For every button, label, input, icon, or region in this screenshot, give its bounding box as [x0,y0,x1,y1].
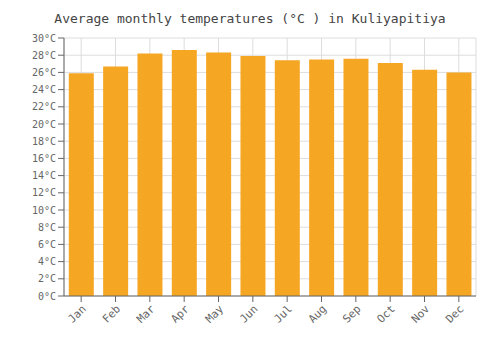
svg-text:18°C: 18°C [32,136,56,147]
svg-text:Nov: Nov [409,302,433,326]
svg-text:Oct: Oct [375,302,398,325]
svg-text:10°C: 10°C [32,205,56,216]
svg-text:28°C: 28°C [32,50,56,61]
svg-text:May: May [203,302,227,326]
svg-text:8°C: 8°C [38,222,56,233]
svg-text:Dec: Dec [443,302,466,325]
svg-text:Mar: Mar [134,302,158,326]
svg-text:Aug: Aug [306,302,329,325]
svg-text:6°C: 6°C [38,239,56,250]
svg-text:Apr: Apr [169,302,193,326]
svg-text:0°C: 0°C [38,291,56,302]
svg-text:Jul: Jul [272,302,295,325]
svg-text:Sep: Sep [340,302,363,325]
svg-text:26°C: 26°C [32,67,56,78]
svg-text:12°C: 12°C [32,187,56,198]
svg-text:24°C: 24°C [32,84,56,95]
html-text:Average monthly temperatures (: Average monthly temperatures (°C ) in Ku… [54,11,446,26]
svg-text:16°C: 16°C [32,153,56,164]
svg-text:22°C: 22°C [32,101,56,112]
svg-text:20°C: 20°C [32,119,56,130]
svg-text:4°C: 4°C [38,256,56,267]
svg-text:2°C: 2°C [38,273,56,284]
svg-text:30°C: 30°C [32,33,56,44]
svg-text:Jun: Jun [237,302,260,325]
svg-text:Jan: Jan [66,302,89,325]
svg-text:14°C: 14°C [32,170,56,181]
svg-text:Feb: Feb [100,302,123,325]
